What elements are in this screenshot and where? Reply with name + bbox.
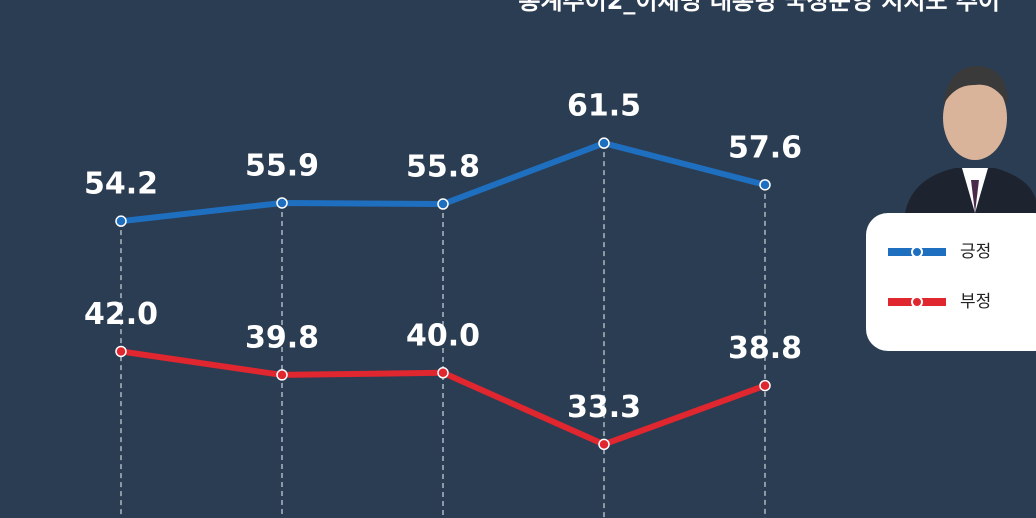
data-point bbox=[276, 197, 288, 209]
legend-dot bbox=[911, 296, 923, 308]
data-point bbox=[759, 379, 771, 392]
value-label: 42.0 bbox=[84, 297, 158, 332]
legend-label: 긍정 bbox=[960, 242, 991, 262]
chart-title: 통계추이2_이재명 대통령 국정운영 지지도 추이 bbox=[518, 0, 1000, 15]
data-point bbox=[276, 369, 288, 381]
data-point bbox=[598, 137, 610, 149]
data-point bbox=[115, 215, 127, 227]
value-label: 55.8 bbox=[406, 150, 480, 185]
legend-dot bbox=[911, 246, 923, 258]
value-label: 61.5 bbox=[567, 89, 641, 124]
value-label: 40.0 bbox=[406, 318, 480, 353]
data-point bbox=[437, 198, 449, 210]
portrait bbox=[905, 66, 1036, 213]
value-label: 39.8 bbox=[245, 320, 319, 355]
value-label: 55.9 bbox=[245, 148, 319, 183]
data-point bbox=[598, 438, 610, 451]
value-label: 33.3 bbox=[567, 390, 641, 425]
legend-label: 부정 bbox=[960, 292, 991, 312]
data-point bbox=[115, 345, 127, 358]
value-label: 38.8 bbox=[728, 331, 802, 366]
data-point bbox=[437, 367, 449, 379]
data-point bbox=[759, 179, 771, 191]
value-label: 57.6 bbox=[728, 130, 802, 165]
legend-box bbox=[866, 213, 1036, 351]
value-label: 54.2 bbox=[84, 167, 158, 202]
